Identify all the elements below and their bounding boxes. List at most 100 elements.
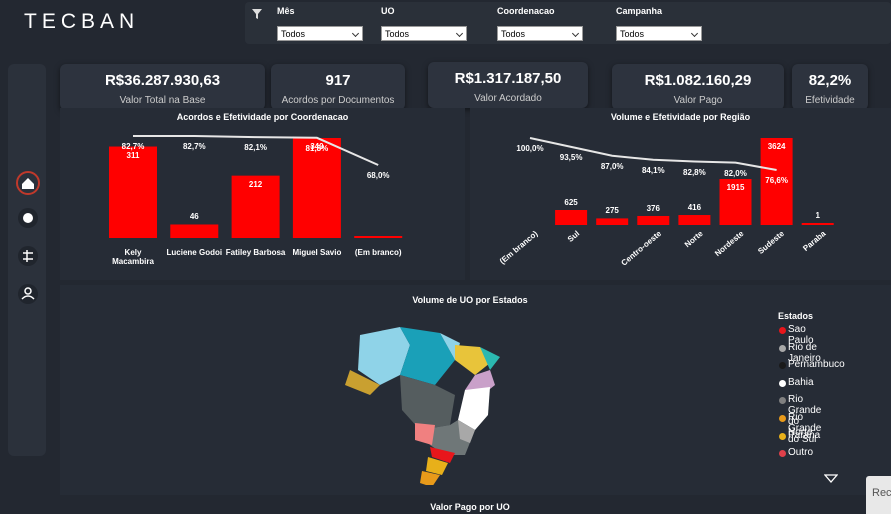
legend-label: Pernambuco: [788, 359, 845, 371]
line-label: 68,0%: [366, 171, 390, 180]
bar-label: 376: [646, 203, 660, 213]
bar-label: 311: [126, 150, 140, 160]
filter-bar: Mês Todos UO Todos Coordenacao Todos Campan…: [245, 2, 891, 44]
legend-label: Outro: [788, 447, 814, 459]
bar: [555, 209, 588, 225]
x-tick-label: (Em branco): [354, 248, 402, 257]
legend-label: Rio de Janeiro: [788, 341, 821, 364]
legend-dot: [779, 397, 786, 405]
chart-title: Acordos e Efetividade por Coordenacao: [176, 112, 349, 122]
line-label: 82,7%: [121, 142, 145, 151]
kpi-value: 82,2%: [808, 72, 852, 89]
legend-label: Rio Grande do Norte: [788, 394, 822, 439]
legend-dot: [779, 327, 786, 334]
rec-button[interactable]: Rec: [866, 476, 891, 514]
kpi-card: R$1.082.160,29 Valor Pago: [612, 64, 784, 110]
bar-label: 212: [248, 179, 263, 189]
kpi-label: Valor Total na Base: [119, 95, 206, 106]
state: [400, 327, 455, 385]
map: [345, 327, 500, 485]
line-label: 82,7%: [182, 142, 206, 151]
bar-label: 3624: [767, 142, 786, 151]
filter[interactable]: Mês Todos: [277, 6, 363, 41]
bar: [637, 215, 670, 225]
filter-label: Coordenacao: [497, 6, 555, 16]
bar: [719, 179, 752, 225]
legend-dot: [779, 344, 786, 352]
bar: [678, 215, 711, 225]
bar-label: 1915: [726, 183, 745, 193]
bar-label: 275: [605, 206, 619, 216]
bar: [760, 138, 793, 225]
state: [400, 375, 455, 430]
bar: [292, 138, 341, 238]
filter[interactable]: Coordenacao Todos: [497, 6, 583, 41]
nav-settings[interactable]: [18, 246, 38, 266]
legend-title: Estados: [778, 311, 814, 321]
state: [430, 447, 455, 463]
kpi-label: Valor Acordado: [474, 93, 542, 104]
kpi-label: Valor Pago: [673, 95, 723, 106]
legend-dot: [779, 432, 786, 440]
filter-label: Campanha: [616, 6, 663, 16]
filter[interactable]: Campanha Todos: [616, 6, 702, 41]
logo: TECBAN: [24, 10, 140, 33]
kpi-card: 82,2% Efetividade: [792, 64, 868, 110]
bar: [801, 223, 834, 225]
state: [358, 327, 410, 385]
nav-icons: [16, 171, 40, 304]
bottom-title: Valor Pago por UO: [430, 502, 510, 512]
filter-select[interactable]: Todos: [497, 26, 583, 41]
kpi-label: Efetividade: [805, 95, 855, 106]
legend-dot: [779, 362, 786, 370]
line: [133, 135, 379, 166]
legend-label: Bahia: [788, 376, 814, 388]
state: [480, 347, 500, 370]
filter-label: UO: [381, 6, 395, 16]
filter-icon: [252, 9, 262, 19]
line-label: 84,1%: [641, 165, 665, 175]
legend-dot: [779, 415, 786, 422]
filter[interactable]: UO Todos: [381, 6, 467, 41]
filter-select[interactable]: Todos: [277, 26, 363, 41]
legend-label: Sao Paulo: [788, 324, 814, 346]
chart-title: Volume e Efetividade por Região: [610, 112, 751, 122]
bar: [170, 224, 219, 238]
line-label: 82,1%: [244, 143, 267, 153]
state: [415, 423, 435, 445]
line-label: 82,0%: [724, 168, 747, 178]
bar: [354, 236, 403, 238]
scroll-arrow[interactable]: [824, 474, 838, 484]
plot: [109, 135, 403, 238]
x-tick-label: Luciene Godoi: [166, 248, 223, 257]
line-label: 81,8%: [305, 143, 329, 153]
legend-dot: [779, 450, 786, 458]
kpi-value: R$1.317.187,50: [454, 70, 562, 87]
line-label: 93,5%: [559, 152, 583, 162]
filter-label: Mês: [277, 6, 295, 16]
state: [345, 370, 380, 395]
plot: [529, 137, 834, 225]
bar-label: 1: [815, 211, 820, 220]
legend-label: Rio Grande do Sul: [788, 412, 822, 445]
line-label: 100,0%: [516, 144, 544, 153]
sidebar: [8, 64, 46, 456]
state: [458, 387, 490, 430]
x-tick-label: Fatiley Barbosa: [225, 248, 286, 257]
bar-label: 46: [189, 212, 199, 222]
map-panel: Volume de UO por Estados Estados Sao Pau…: [60, 285, 891, 495]
state: [458, 420, 475, 443]
kpi-value: R$36.287.930,63: [104, 72, 221, 89]
filter-select[interactable]: Todos: [381, 26, 467, 41]
bar-label: 340: [310, 142, 324, 151]
bar: [231, 175, 280, 238]
bar: [109, 146, 157, 238]
chart-panel: Acordos e Efetividade por Coordenacao 311…: [60, 108, 465, 280]
legend-dot: [779, 379, 786, 387]
line: [529, 137, 777, 171]
bar: [596, 218, 629, 225]
filter-select[interactable]: Todos: [616, 26, 702, 41]
kpi-label: Acordos por Documentos: [281, 95, 395, 106]
kpi-card: R$1.317.187,50 Valor Acordado: [428, 62, 588, 108]
